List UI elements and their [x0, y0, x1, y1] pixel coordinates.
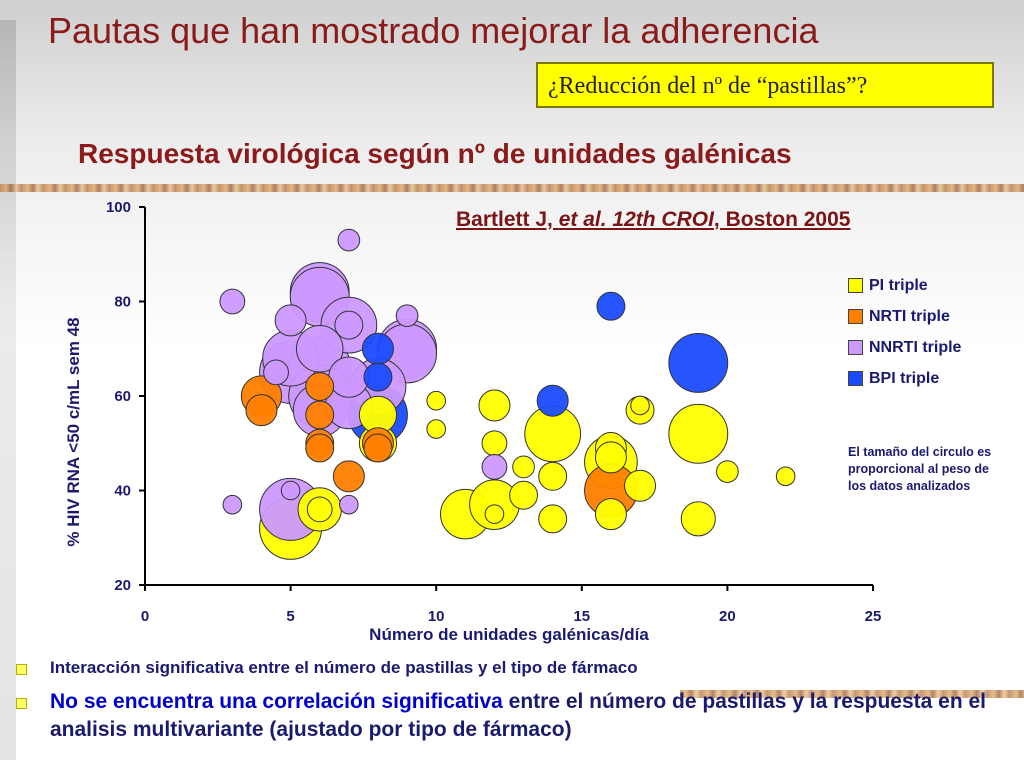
bubble-pi: [426, 419, 447, 439]
bubble-pi: [509, 480, 539, 510]
bubble-nnrti: [481, 453, 508, 480]
bubble-nrti: [245, 394, 278, 427]
bubble-pi: [630, 395, 650, 416]
legend-swatch-pi: [848, 278, 863, 293]
bubble-nrti: [305, 372, 335, 401]
bubble-pi: [478, 389, 511, 422]
bullet-item-2: No se encuentra una correlación signific…: [14, 688, 1014, 744]
bubble-pi: [426, 390, 447, 411]
x-tick-label: 5: [286, 608, 294, 625]
bubble-bpi: [668, 332, 729, 393]
bubble-nrti: [305, 400, 335, 430]
bubble-pi: [668, 403, 729, 464]
citation-etal: et al.: [558, 208, 607, 231]
bubble-nnrti: [222, 494, 243, 515]
legend-swatch-bpi: [848, 371, 863, 386]
bubble-nrti: [363, 433, 393, 463]
citation-conference: 12th CROI: [606, 208, 714, 231]
legend-swatch-nnrti: [848, 340, 863, 355]
bubble-pi: [594, 441, 627, 474]
bubble-nrti: [305, 433, 335, 463]
side-decoration: [0, 20, 16, 760]
x-tick-label: 25: [865, 608, 882, 625]
bubble-pi: [680, 501, 716, 537]
bubble-nnrti: [295, 325, 344, 373]
bubble-bpi: [361, 332, 394, 365]
x-tick-label: 20: [719, 608, 736, 625]
x-tick-label: 10: [428, 608, 445, 625]
bubble-pi: [624, 469, 657, 502]
citation-author: Bartlett J,: [456, 208, 559, 231]
legend-item-nrti: NRTI triple: [848, 301, 961, 332]
bullet-marker: [16, 664, 27, 675]
decorative-stripe-top: [0, 184, 1024, 192]
bubble-pi: [775, 466, 796, 487]
bubble-pi: [716, 460, 739, 483]
bubble-nnrti: [337, 228, 361, 252]
bullet-text-2-rest: entre el número de pastillas y la respue…: [50, 690, 987, 741]
bubble-nnrti: [219, 288, 246, 315]
bubble-size-note: El tamaño del circulo es proporcional al…: [848, 445, 992, 493]
legend-label-nrti: NRTI triple: [869, 307, 950, 325]
y-tick-label: 20: [114, 577, 131, 594]
x-axis-label: Número de unidades galénicas/día: [369, 625, 649, 644]
bubble-nnrti: [395, 304, 419, 328]
decorative-stripe-bottom: [680, 690, 1024, 698]
bubble-nnrti: [263, 359, 289, 386]
chart-title: Respuesta virológica según nº de unidade…: [78, 138, 792, 169]
bubble-nnrti: [334, 310, 364, 340]
bullet-text-1: Interacción significativa entre el númer…: [50, 658, 638, 677]
bullet-list: Interacción significativa entre el númer…: [14, 656, 1014, 744]
bullet-marker: [16, 698, 27, 709]
legend-label-nnrti: NNRTI triple: [869, 338, 962, 356]
y-tick-label: 80: [114, 294, 131, 311]
bubble-pi: [512, 455, 535, 479]
bubble-pi: [481, 430, 508, 457]
bubble-bpi: [536, 384, 569, 417]
question-callout: ¿Reducción del nº de “pastillas”?: [536, 62, 994, 108]
slide-title: Pautas que han mostrado mejorar la adher…: [48, 10, 819, 51]
legend-item-nnrti: NNRTI triple: [848, 332, 961, 363]
bubble-nrti: [332, 460, 365, 493]
bubble-nnrti: [274, 304, 307, 337]
y-tick-label: 60: [114, 388, 131, 405]
y-axis-label: % HIV RNA <50 c/mL sem 48: [64, 317, 83, 546]
x-tick-label: 15: [573, 608, 590, 625]
bubble-nnrti: [339, 494, 359, 515]
bubble-pi: [594, 498, 627, 531]
y-tick-label: 100: [106, 199, 131, 216]
bubble-pi: [538, 504, 568, 534]
bubble-bpi: [596, 291, 626, 321]
legend-swatch-nrti: [848, 309, 863, 324]
legend-label-bpi: BPI triple: [869, 369, 940, 387]
bubble-pi: [306, 496, 333, 523]
citation: Bartlett J, et al. 12th CROI, Boston 200…: [456, 208, 850, 232]
bubble-nnrti: [328, 356, 370, 398]
bubble-pi: [538, 461, 568, 491]
y-tick-label: 40: [114, 483, 131, 500]
bubble-bpi: [363, 362, 393, 392]
bubble-nnrti: [280, 480, 301, 501]
bullet-text-2-highlight: No se encuentra una correlación signific…: [50, 690, 503, 713]
legend-item-bpi: BPI triple: [848, 363, 961, 394]
bubble-pi: [484, 504, 505, 524]
x-tick-label: 0: [141, 608, 149, 625]
legend-label-pi: PI triple: [869, 276, 928, 294]
citation-place: , Boston 2005: [713, 208, 851, 231]
legend-item-pi: PI triple: [848, 270, 961, 301]
bullet-item-1: Interacción significativa entre el númer…: [14, 656, 1014, 680]
chart-legend: PI triple NRTI triple NNRTI triple BPI t…: [848, 270, 961, 394]
